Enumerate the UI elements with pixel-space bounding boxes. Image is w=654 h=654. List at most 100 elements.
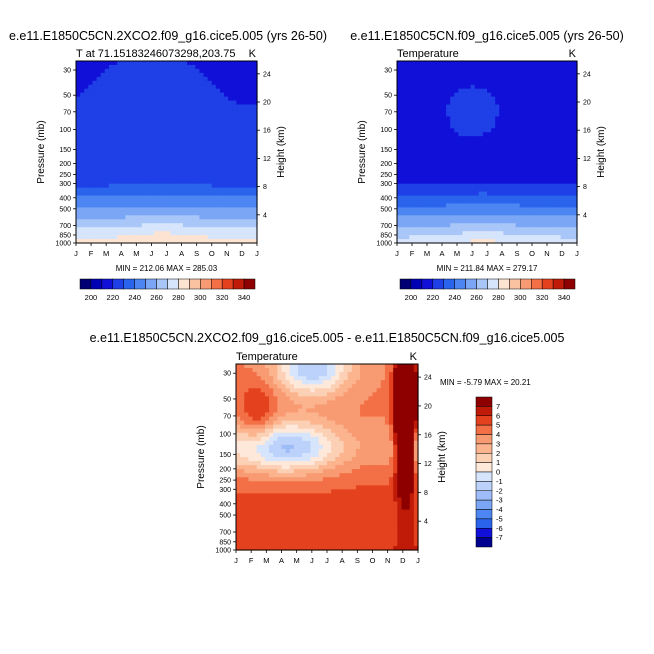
heatmap-cell [125,108,131,114]
heatmap-cell [568,76,574,82]
heatmap-cell [154,140,159,145]
heatmap-cell [544,68,549,74]
heatmap-cell [548,100,554,106]
heatmap-cell [92,64,98,70]
heatmap-cell [252,452,258,458]
heatmap-cell [264,388,270,393]
heatmap-cell [170,211,176,216]
heatmap-cell [100,211,106,216]
heatmap-cell [446,124,451,129]
heatmap-cell [236,448,241,454]
heatmap-cell [117,191,122,197]
heatmap-cell [252,132,258,137]
heatmap-cell [499,191,504,197]
heatmap-cell [523,116,529,121]
heatmap-cell [568,171,574,177]
heatmap-cell [166,84,172,90]
heatmap-cell [211,144,217,149]
heatmap-cell [232,92,238,98]
x-tick-label: O [529,249,535,258]
heatmap-cell [478,104,484,110]
heatmap-cell [478,96,484,102]
heatmap-cell [409,88,414,94]
heatmap-cell [252,76,258,82]
heatmap-cell [228,155,233,161]
heatmap-cell [564,219,570,224]
heatmap-cell [199,167,205,173]
heatmap-cell [405,171,410,177]
heatmap-cell [141,231,147,236]
heatmap-cell [240,541,245,547]
heatmap-cell [454,92,459,98]
heatmap-cell [191,239,196,244]
y-tick-label: 300 [59,181,71,188]
heatmap-cell [141,207,147,212]
heatmap-cell [397,144,402,149]
heatmap-cell [560,68,566,74]
heatmap-cell [232,144,238,149]
heatmap-cell [454,191,459,197]
heatmap-cell [499,144,504,149]
heatmap-cell [248,408,254,414]
heatmap-cell [166,136,172,141]
heatmap-cell [273,412,278,418]
heatmap-cell [260,416,266,422]
heatmap-cell [244,448,250,454]
heatmap-cell [203,231,209,236]
heatmap-cell [203,163,209,169]
heatmap-cell [421,152,427,157]
minmax-label: MIN = 211.84 MAX = 279.17 [437,264,538,273]
heatmap-cell [248,148,254,153]
heatmap-cell [162,203,168,208]
heatmap-cell [92,195,98,201]
heatmap-cell [401,80,406,86]
heatmap-cell [540,163,545,169]
heatmap-cell [145,159,151,165]
heatmap-cell [92,211,98,216]
heatmap-cell [178,183,184,189]
heatmap-cell [507,108,513,114]
heatmap-cell [474,199,480,205]
heatmap-cell [515,96,521,102]
heatmap-cell [264,424,270,430]
heatmap-cell [285,448,291,454]
heatmap-cell [244,452,250,458]
heatmap-cell [474,80,480,86]
heatmap-cell [572,120,578,125]
heatmap-cell [491,140,496,145]
heatmap-cell [240,92,246,98]
heatmap-cell [425,120,431,125]
heatmap-cell [401,195,406,201]
heatmap-cell [564,76,570,82]
heatmap-cell [182,148,188,153]
heatmap-cell [240,469,245,474]
heatmap-cell [145,84,151,90]
heatmap-cell [117,100,122,106]
heatmap-cell [150,207,155,212]
heatmap-cell [166,144,172,149]
heatmap-cell [417,191,423,197]
heatmap-cell [154,80,159,86]
heatmap-cell [207,159,213,165]
heatmap-cell [552,171,558,177]
heatmap-cell [96,96,102,102]
heatmap-cell [277,509,283,515]
heatmap-cell [215,187,221,193]
heatmap-cell [84,128,89,133]
heatmap-cell [96,215,102,220]
heatmap-cell [228,159,233,165]
heatmap-cell [470,159,476,165]
heatmap-cell [401,223,406,228]
heatmap-cell [195,159,201,165]
heatmap-cell [273,444,278,450]
heatmap-cell [413,195,419,201]
heatmap-cell [174,195,180,201]
heatmap-cell [191,124,196,129]
heatmap-cell [92,175,98,181]
heatmap-cell [244,223,250,228]
heatmap-cell [511,211,517,216]
heatmap-cell [568,195,574,201]
heatmap-cell [125,152,131,157]
heatmap-cell [433,84,439,90]
heatmap-cell [437,195,443,201]
